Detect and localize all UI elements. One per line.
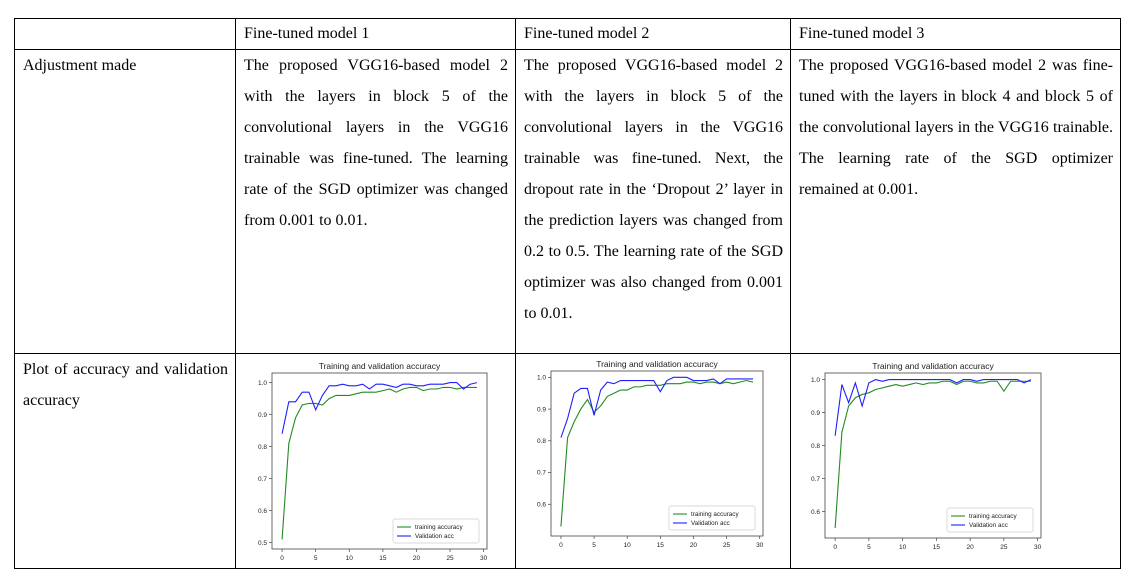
adjustment-label: Adjustment made	[14, 49, 236, 354]
legend-label-0: training accuracy	[415, 524, 463, 531]
x-tick-label: 0	[833, 544, 837, 551]
x-tick-label: 30	[1034, 544, 1042, 551]
x-tick-label: 30	[480, 555, 488, 562]
x-tick-label: 15	[933, 544, 941, 551]
y-tick-label: 0.9	[811, 410, 820, 417]
y-tick-label: 0.6	[811, 509, 820, 516]
chart-title: Training and validation accuracy	[872, 361, 994, 371]
y-tick-label: 0.8	[537, 438, 546, 445]
plot-row: Plot of accuracy and validation accuracy…	[14, 353, 1121, 569]
x-tick-label: 15	[657, 542, 665, 549]
y-tick-label: 0.7	[258, 476, 267, 483]
y-tick-label: 0.6	[537, 501, 546, 508]
x-tick-label: 15	[379, 555, 387, 562]
y-tick-label: 0.9	[258, 412, 267, 419]
x-tick-label: 10	[346, 555, 354, 562]
series-line-0	[834, 380, 1031, 529]
y-tick-label: 0.5	[258, 540, 267, 547]
x-tick-label: 20	[413, 555, 421, 562]
y-tick-label: 1.0	[537, 375, 546, 382]
header-empty-cell	[14, 18, 236, 50]
legend-label-1: Validation acc	[691, 520, 730, 527]
legend-box	[668, 505, 756, 531]
x-tick-label: 0	[559, 542, 563, 549]
legend-label-1: Validation acc	[969, 522, 1008, 529]
y-tick-label: 1.0	[811, 377, 820, 384]
x-tick-label: 0	[280, 555, 284, 562]
x-tick-label: 5	[592, 542, 596, 549]
header-model-2: Fine-tuned model 2	[515, 18, 791, 50]
x-tick-label: 25	[723, 542, 731, 549]
legend-box	[946, 507, 1034, 533]
header-model-3: Fine-tuned model 3	[790, 18, 1121, 50]
adjustment-model-3: The proposed VGG16-based model 2 was fin…	[790, 49, 1121, 354]
y-tick-label: 0.7	[811, 476, 820, 483]
series-line-1	[281, 382, 478, 434]
x-tick-label: 10	[899, 544, 907, 551]
adjustment-row: Adjustment made The proposed VGG16-based…	[14, 49, 1121, 354]
x-tick-label: 10	[624, 542, 632, 549]
x-tick-label: 20	[967, 544, 975, 551]
chart-title: Training and validation accuracy	[596, 359, 718, 369]
header-model-1: Fine-tuned model 1	[235, 18, 516, 50]
accuracy-chart-2: Training and validation accuracy 0 5 10 15 20…	[537, 359, 764, 549]
accuracy-chart-3: Training and validation accuracy 0 5 10 15 20…	[811, 361, 1042, 551]
legend-label-1: Validation acc	[415, 533, 454, 540]
adjustment-model-2: The proposed VGG16-based model 2 with th…	[515, 49, 791, 354]
y-tick-label: 1.0	[258, 380, 267, 387]
x-tick-label: 5	[867, 544, 871, 551]
x-tick-label: 30	[756, 542, 764, 549]
plot-cell-2: Training and validation accuracy 0 5 10 15 20…	[515, 353, 791, 569]
y-tick-label: 0.7	[537, 470, 546, 477]
y-tick-label: 0.9	[537, 406, 546, 413]
plot-label: Plot of accuracy and validation accuracy	[14, 353, 236, 569]
x-tick-label: 5	[314, 555, 318, 562]
legend-box	[392, 518, 480, 544]
series-line-1	[834, 379, 1032, 436]
legend-label-0: training accuracy	[691, 511, 739, 518]
y-tick-label: 0.6	[258, 508, 267, 515]
y-tick-label: 0.8	[811, 443, 820, 450]
comparison-table: Fine-tuned model 1 Fine-tuned model 2 Fi…	[14, 18, 1121, 569]
accuracy-chart-1: Training and validation accuracy 0 5 10 15 20…	[258, 361, 488, 562]
plot-cell-3: Training and validation accuracy 0 5 10 15 20…	[790, 353, 1121, 569]
adjustment-model-1: The proposed VGG16-based model 2 with th…	[235, 49, 516, 354]
chart-title: Training and validation accuracy	[319, 361, 441, 371]
header-row: Fine-tuned model 1 Fine-tuned model 2 Fi…	[14, 18, 1121, 50]
series-line-0	[281, 386, 477, 540]
legend-label-0: training accuracy	[969, 513, 1017, 520]
x-tick-label: 20	[690, 542, 698, 549]
plot-cell-1: Training and validation accuracy 0 5 10 15 20…	[235, 353, 516, 569]
x-tick-label: 25	[446, 555, 454, 562]
x-tick-label: 25	[1000, 544, 1008, 551]
series-line-1	[560, 376, 754, 438]
y-tick-label: 0.8	[258, 444, 267, 451]
